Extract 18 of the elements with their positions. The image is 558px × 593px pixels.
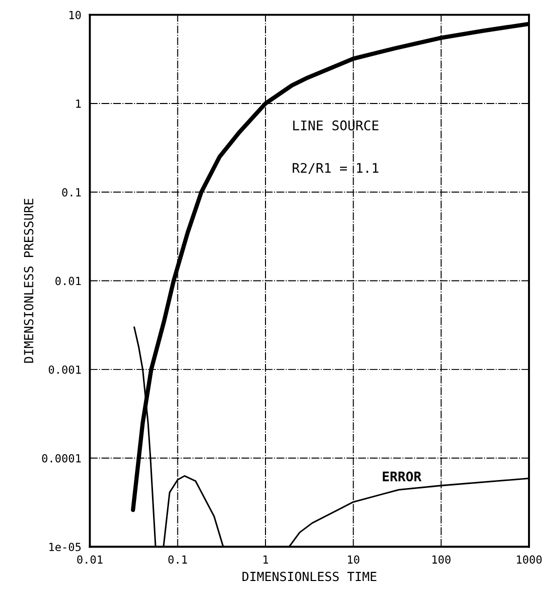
annotation: LINE SOURCE [293, 120, 378, 130]
annotation: R2/R1 = 1.1 [292, 162, 378, 174]
annotation: ERROR [382, 471, 422, 482]
y-tick-label: 0.001 [48, 365, 81, 374]
x-tick-label: 1000 [516, 555, 542, 564]
y-tick-label: 0.0001 [42, 454, 81, 462]
x-tick-label: 100 [432, 555, 450, 564]
x-tick-label: 10 [348, 555, 360, 564]
x-tick-label: 0.1 [168, 555, 187, 564]
y-tick-label: 1e-05 [49, 542, 81, 552]
y-tick-label: 1 [76, 100, 81, 108]
x-tick-label: 1 [263, 555, 268, 564]
y-axis-title: DIMENSIONLESS PRESSURE [24, 198, 34, 363]
x-axis-title: DIMENSIONLESS TIME [242, 572, 376, 582]
x-tick-label: 0.01 [77, 555, 102, 564]
y-tick-label: 0.1 [62, 188, 81, 197]
y-tick-label: 0.01 [55, 276, 81, 286]
y-tick-label: 10 [69, 10, 81, 20]
